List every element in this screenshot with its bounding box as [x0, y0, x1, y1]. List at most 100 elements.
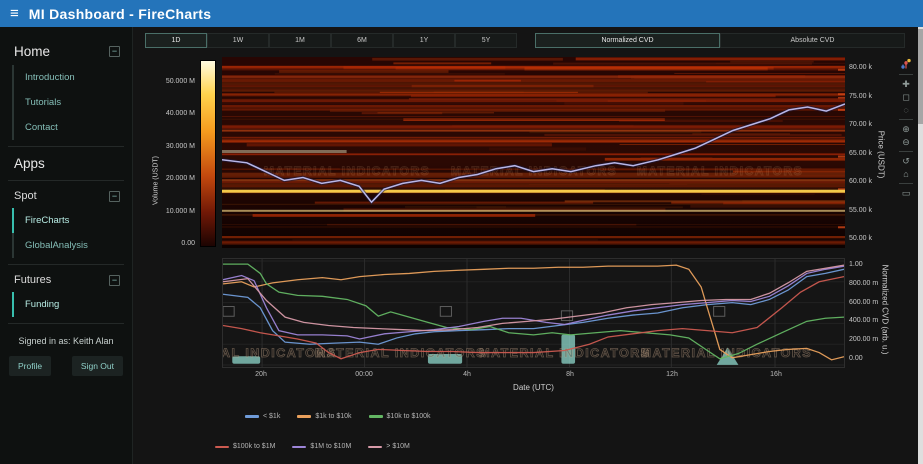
legend-entry[interactable]: < $1k	[245, 413, 280, 420]
divider	[899, 183, 913, 184]
lasso-select-icon[interactable]: ◌	[903, 105, 909, 115]
tick-label: 400.00 m	[849, 317, 879, 325]
timeframe-button-1y[interactable]: 1Y	[393, 33, 455, 48]
app-title: MI Dashboard - FireCharts	[28, 5, 212, 22]
legend-label: < $1k	[263, 413, 281, 420]
home-items: Introduction Tutorials Contact	[12, 65, 132, 140]
x-tick-label: 12h	[666, 371, 678, 378]
legend-swatch	[368, 445, 383, 448]
divider	[8, 180, 124, 181]
sidebar-section-futures-label: Futures	[14, 274, 52, 286]
absolute-cvd-button[interactable]: Absolute CVD	[720, 33, 905, 48]
legend-entry[interactable]: $1k to $10k	[297, 413, 352, 420]
tick-label: 55.00 k	[849, 206, 872, 214]
sidebar-item-firecharts[interactable]: FireCharts	[12, 208, 132, 233]
futures-items: Funding	[12, 292, 132, 317]
tick-label: 200.00 m	[849, 336, 879, 344]
tick-label: 1.00	[849, 261, 863, 268]
tick-label: 80.00 k	[849, 64, 872, 71]
sidebar-item-contact[interactable]: Contact	[12, 115, 132, 140]
collapse-icon[interactable]: −	[109, 46, 120, 57]
legend-entry[interactable]: $10k to $100k	[368, 413, 431, 420]
sidebar-item-globalanalysis[interactable]: GlobalAnalysis	[12, 233, 132, 258]
divider	[899, 119, 913, 120]
timeframe-button-5y[interactable]: 5Y	[455, 33, 517, 48]
divider	[899, 74, 913, 75]
legend-label: $10k to $100k	[386, 413, 431, 420]
legend-swatch	[292, 445, 307, 448]
divider	[8, 264, 124, 265]
legend-row: $100k to $1M $1M to $10M > $10M	[215, 443, 410, 450]
vertical-scrollbar[interactable]	[918, 27, 923, 464]
collapse-icon[interactable]: −	[109, 274, 120, 286]
legend-swatch	[215, 445, 229, 448]
legend-entry[interactable]: > $10M	[368, 443, 410, 450]
sidebar-item-funding[interactable]: Funding	[12, 292, 132, 317]
tick-label: 50.000 M	[165, 78, 195, 85]
legend-label: > $10M	[386, 443, 410, 450]
x-axis-title: Date (UTC)	[513, 383, 554, 392]
x-tick-label: 4h	[463, 371, 471, 378]
tick-label: 70.00 k	[849, 121, 872, 128]
price-axis-ticks: 80.00 k 75.00 k 70.00 k 65.00 k 60.00 k …	[849, 64, 893, 242]
sidebar-section-apps-label: Apps	[14, 156, 45, 171]
legend-row: < $1k $1k to $10k $10k to $100k	[245, 413, 431, 420]
sidebar-section-spot[interactable]: Spot −	[0, 187, 132, 205]
header: ≡ MI Dashboard - FireCharts	[0, 0, 923, 27]
divider	[899, 151, 913, 152]
svg-text:MATERIAL INDICATORS: MATERIAL INDICATORS	[479, 346, 650, 360]
legend-label: $100k to $1M	[233, 443, 276, 450]
liquidity-heatmap-chart[interactable]: MATERIAL INDICATORS MATERIAL INDICATORS MA…	[222, 57, 845, 248]
pan-icon[interactable]: ✚	[902, 79, 910, 89]
cvd-axis-ticks: 1.00 800.00 m 600.00 m 400.00 m 200.00 m…	[849, 261, 909, 362]
box-select-icon[interactable]: ◻	[902, 92, 910, 102]
signed-in-label: Signed in as: Keith Alan	[18, 336, 114, 346]
timeframe-button-1m[interactable]: 1M	[269, 33, 331, 48]
collapse-icon[interactable]: −	[109, 190, 120, 202]
chart-modebar: ✚ ◻ ◌ ⊕ ⊖ ↺ ⌂ ▭	[895, 58, 917, 198]
timeframe-button-1d[interactable]: 1D	[145, 33, 207, 48]
tick-label: 60.00 k	[849, 178, 872, 185]
zoom-in-icon[interactable]: ⊕	[902, 124, 910, 134]
profile-button[interactable]: Profile	[9, 356, 52, 376]
scrollbar-thumb[interactable]	[918, 29, 923, 124]
timeframe-button-1w[interactable]: 1W	[207, 33, 269, 48]
tick-label: 0.00	[849, 354, 863, 362]
x-tick-label: 00:00	[355, 371, 373, 378]
main-content: 1D 1W 1M 6M 1Y 5Y Normalized CVD Absolut…	[133, 27, 923, 464]
x-tick-label: 8h	[566, 371, 574, 378]
sidebar-section-futures[interactable]: Futures −	[0, 271, 132, 289]
sidebar-item-introduction[interactable]: Introduction	[12, 65, 132, 90]
sign-out-button[interactable]: Sign Out	[71, 356, 123, 376]
camera-icon[interactable]: ▭	[901, 188, 911, 198]
tick-label: 75.00 k	[849, 92, 872, 100]
reset-axes-icon[interactable]: ⌂	[903, 169, 909, 179]
tick-label: 40.000 M	[165, 110, 195, 118]
legend-swatch	[245, 415, 259, 418]
sidebar-section-apps[interactable]: Apps	[0, 153, 132, 174]
sidebar-section-home-label: Home	[14, 44, 51, 59]
zoom-out-icon[interactable]: ⊖	[902, 137, 910, 147]
tick-label: 20.000 M	[165, 175, 195, 183]
timeframe-button-6m[interactable]: 6M	[331, 33, 393, 48]
volume-colorbar	[200, 60, 216, 247]
price-axis-title: Price (USDT)	[876, 130, 886, 179]
legend-label: $1M to $10M	[310, 443, 352, 450]
legend-entry[interactable]: $100k to $1M	[215, 443, 275, 450]
legend-entry[interactable]: $1M to $10M	[292, 443, 351, 450]
autoscale-icon[interactable]: ↺	[902, 156, 910, 166]
hamburger-menu-icon[interactable]: ≡	[10, 5, 19, 22]
tick-label: 0.00	[181, 239, 195, 247]
divider	[8, 323, 124, 324]
spot-items: FireCharts GlobalAnalysis	[12, 208, 132, 258]
x-tick-label: 16h	[770, 371, 782, 378]
legend-swatch	[368, 415, 383, 418]
sidebar-section-home[interactable]: Home −	[0, 41, 132, 62]
x-tick-label: 20h	[255, 371, 267, 378]
plotly-logo-icon[interactable]	[900, 58, 912, 70]
tick-label: 50.00 k	[849, 235, 872, 242]
normalized-cvd-button[interactable]: Normalized CVD	[535, 33, 720, 48]
sidebar-item-tutorials[interactable]: Tutorials	[12, 90, 132, 115]
